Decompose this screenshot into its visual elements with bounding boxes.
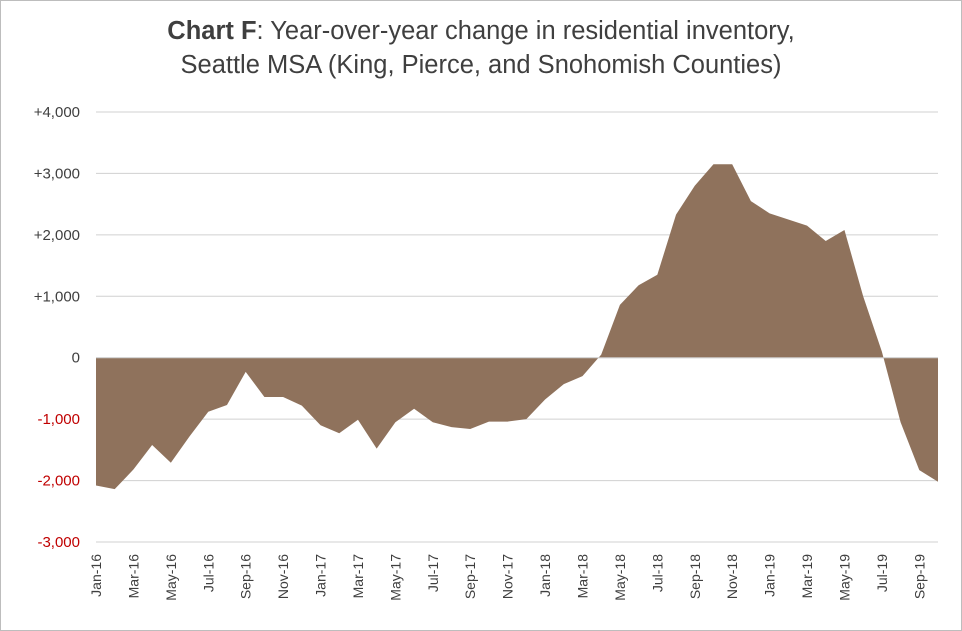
- chart-title-line-2: Seattle MSA (King, Pierce, and Snohomish…: [180, 51, 782, 79]
- x-tick-label: Sep-19: [911, 554, 927, 599]
- x-axis-tick-labels: Jan-16 Mar-16 May-16 Jul-16 Sep-16 Nov-16 Jan-…: [88, 554, 927, 601]
- chart-title-bold: Chart F: [167, 17, 257, 45]
- x-tick-label: Jan-19: [762, 554, 778, 597]
- x-tick-label: Jan-18: [537, 554, 553, 597]
- x-tick-label: Jan-17: [313, 554, 329, 597]
- y-tick-label: -3,000: [37, 534, 80, 551]
- area-series: [96, 164, 938, 490]
- x-tick-label: May-16: [163, 554, 179, 601]
- x-tick-label: Sep-17: [462, 554, 478, 599]
- y-tick-label: +4,000: [34, 104, 80, 121]
- x-tick-label: Sep-16: [238, 554, 254, 599]
- x-tick-label: Jul-16: [200, 554, 216, 592]
- y-tick-label: -1,000: [37, 411, 80, 428]
- area-mark: [96, 164, 938, 490]
- chart-title: Chart F: Year-over-year change in reside…: [0, 14, 962, 82]
- x-tick-label: Nov-17: [500, 554, 516, 599]
- y-tick-label: +1,000: [34, 288, 80, 305]
- x-tick-label: May-18: [612, 554, 628, 601]
- x-tick-label: Mar-19: [799, 554, 815, 599]
- x-tick-label: Mar-16: [125, 554, 141, 599]
- x-tick-label: Jul-19: [874, 554, 890, 592]
- y-tick-label: -2,000: [37, 473, 80, 490]
- x-tick-label: Nov-16: [275, 554, 291, 599]
- y-tick-label: +2,000: [34, 227, 80, 244]
- x-tick-label: Jul-18: [649, 554, 665, 592]
- y-tick-label: 0: [72, 350, 80, 367]
- y-axis-tick-labels: +4,000 +3,000 +2,000 +1,000 0 -1,000 -2,000 -3,…: [34, 104, 80, 551]
- x-tick-label: Jan-16: [88, 554, 104, 597]
- x-tick-label: Mar-18: [574, 554, 590, 599]
- chart-title-rest: : Year-over-year change in residential i…: [256, 17, 795, 45]
- x-tick-label: Jul-17: [425, 554, 441, 592]
- chart-title-line-1: Chart F: Year-over-year change in reside…: [0, 14, 962, 48]
- x-tick-label: Mar-17: [350, 554, 366, 599]
- y-tick-label: +3,000: [34, 165, 80, 182]
- x-tick-label: May-17: [387, 554, 403, 601]
- x-tick-label: Nov-18: [724, 554, 740, 599]
- x-tick-label: Sep-18: [687, 554, 703, 599]
- x-tick-label: May-19: [836, 554, 852, 601]
